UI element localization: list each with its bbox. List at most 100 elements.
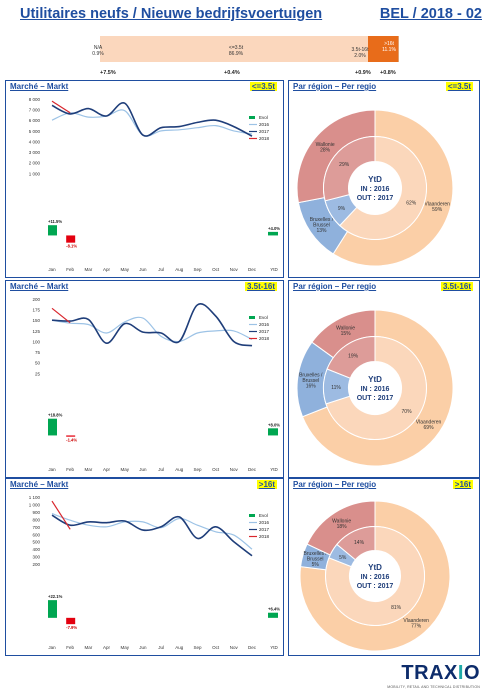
evol-bar bbox=[66, 617, 76, 625]
donut-center bbox=[348, 361, 402, 415]
evol-label: -1.4% bbox=[66, 438, 77, 443]
series-2017-line bbox=[51, 514, 253, 557]
legend-label: 2017 bbox=[259, 329, 270, 334]
donut-center bbox=[348, 161, 402, 215]
outer-ring-label: 13% bbox=[316, 228, 327, 234]
evol-bar bbox=[66, 435, 76, 437]
inner-ring-label: 14% bbox=[354, 540, 365, 546]
y-tick-label: 3 000 bbox=[29, 150, 41, 155]
outer-ring-label: Brussel bbox=[313, 222, 330, 228]
category-badge: 3.5t-16t bbox=[440, 282, 473, 291]
center-in: IN : 2016 bbox=[361, 186, 390, 193]
outer-ring-label: Wallonie bbox=[316, 142, 335, 148]
evol-label: +22.1% bbox=[48, 594, 63, 599]
category-badge: >16t bbox=[452, 480, 473, 489]
y-tick-label: 700 bbox=[32, 525, 40, 530]
outer-ring-label: Bruxelles / bbox=[304, 551, 328, 557]
center-title: YtD bbox=[368, 375, 382, 384]
x-tick-label: Nov bbox=[230, 645, 239, 650]
series-2017-line bbox=[51, 303, 253, 347]
outer-ring-label: 5% bbox=[312, 562, 320, 568]
center-title: YtD bbox=[368, 175, 382, 184]
y-tick-label: 1 100 bbox=[29, 495, 41, 500]
evol-bar bbox=[66, 235, 76, 243]
region-title: Par région – Per regio bbox=[293, 282, 377, 291]
legend-label: Evol bbox=[259, 513, 268, 518]
y-tick-label: 150 bbox=[32, 318, 40, 323]
x-tick-label: Jan bbox=[48, 645, 56, 650]
x-tick-label: Nov bbox=[230, 267, 239, 272]
evol-ytd-bar bbox=[268, 231, 278, 236]
y-tick-label: 8 000 bbox=[29, 97, 41, 102]
x-tick-label: Feb bbox=[66, 267, 74, 272]
x-tick-label: Oct bbox=[212, 645, 220, 650]
x-tick-label: Apr bbox=[103, 645, 111, 650]
line-chart: 200 175 150 125 100 75 50 25 +18.8% -1.4% +8.0% Jan… bbox=[32, 297, 280, 472]
series-2018-line bbox=[51, 307, 71, 324]
x-tick-label: Apr bbox=[103, 267, 111, 272]
x-tick-label: Jun bbox=[139, 467, 147, 472]
region-title: Par région – Per regio bbox=[293, 480, 377, 489]
y-tick-label: 900 bbox=[32, 510, 40, 515]
x-tick-label: Oct bbox=[212, 467, 220, 472]
evol-bar bbox=[48, 418, 57, 436]
x-tick-label: Sep bbox=[193, 467, 202, 472]
segment-evolution: +0.8% bbox=[380, 70, 396, 76]
x-tick-label: Jun bbox=[139, 645, 147, 650]
x-tick-label: Jan bbox=[48, 467, 56, 472]
legend-label: 2017 bbox=[259, 129, 270, 134]
x-tick-label: Mar bbox=[84, 267, 92, 272]
inner-ring-label: 19% bbox=[348, 354, 359, 360]
x-tick-label: Aug bbox=[175, 267, 184, 272]
y-tick-label: 5 000 bbox=[29, 129, 41, 134]
category-badge: <=3.5t bbox=[249, 82, 277, 91]
x-tick-label: Apr bbox=[103, 467, 111, 472]
y-tick-label: 1 000 bbox=[29, 171, 41, 176]
evol-label: -8.1% bbox=[66, 244, 77, 249]
legend-label: 2018 bbox=[259, 534, 270, 539]
traxio-logo: TRAXIO bbox=[401, 662, 480, 684]
x-tick-label: YtD bbox=[270, 467, 278, 472]
y-tick-label: 2 000 bbox=[29, 161, 41, 166]
center-out: OUT : 2017 bbox=[357, 195, 394, 202]
legend-label: 2016 bbox=[259, 122, 270, 127]
x-tick-label: Sep bbox=[193, 267, 202, 272]
x-tick-label: May bbox=[120, 467, 129, 472]
share-segment bbox=[368, 36, 399, 62]
x-tick-label: Mar bbox=[84, 467, 92, 472]
y-tick-label: 100 bbox=[32, 339, 40, 344]
x-tick-label: Jun bbox=[139, 267, 147, 272]
outer-ring-label: Brussel bbox=[302, 378, 319, 384]
legend-swatch bbox=[249, 514, 255, 517]
segment-label: 3.5t-16t 2.0% bbox=[351, 47, 369, 59]
evol-ytd-label: +8.0% bbox=[268, 422, 280, 427]
x-tick-label: Dec bbox=[248, 645, 257, 650]
y-tick-label: 50 bbox=[35, 361, 41, 366]
segment-evolution: +7.5% bbox=[100, 70, 116, 76]
segment-label: N/A 0.9% bbox=[92, 45, 104, 57]
x-tick-label: Jan bbox=[48, 267, 56, 272]
x-tick-label: Jul bbox=[158, 467, 164, 472]
x-tick-label: Jul bbox=[158, 645, 164, 650]
x-tick-label: Sep bbox=[193, 645, 202, 650]
x-tick-label: Feb bbox=[66, 467, 74, 472]
outer-ring-label: Bruxelles / bbox=[310, 217, 334, 223]
y-tick-label: 6 000 bbox=[29, 118, 41, 123]
category-badge: >16t bbox=[256, 480, 277, 489]
evol-label: +18.8% bbox=[48, 413, 63, 418]
x-tick-label: Aug bbox=[175, 645, 184, 650]
category-badge: 3.5t-16t bbox=[244, 282, 277, 291]
y-tick-label: 200 bbox=[32, 562, 40, 567]
series-2016-line bbox=[51, 513, 253, 550]
y-tick-label: 500 bbox=[32, 540, 40, 545]
series-2018-line bbox=[51, 100, 71, 114]
x-tick-label: Dec bbox=[248, 467, 257, 472]
outer-ring-label: 77% bbox=[411, 623, 422, 629]
center-title: YtD bbox=[368, 563, 382, 572]
x-tick-label: Oct bbox=[212, 267, 220, 272]
outer-ring-label: Wallonie bbox=[332, 519, 351, 525]
inner-ring-label: 62% bbox=[406, 200, 417, 206]
page-title: Utilitaires neufs / Nieuwe bedrijfsvoert… bbox=[20, 6, 323, 22]
region-panel-2: Par région – Per regio 3.5t-16t Vlaander… bbox=[288, 280, 480, 478]
